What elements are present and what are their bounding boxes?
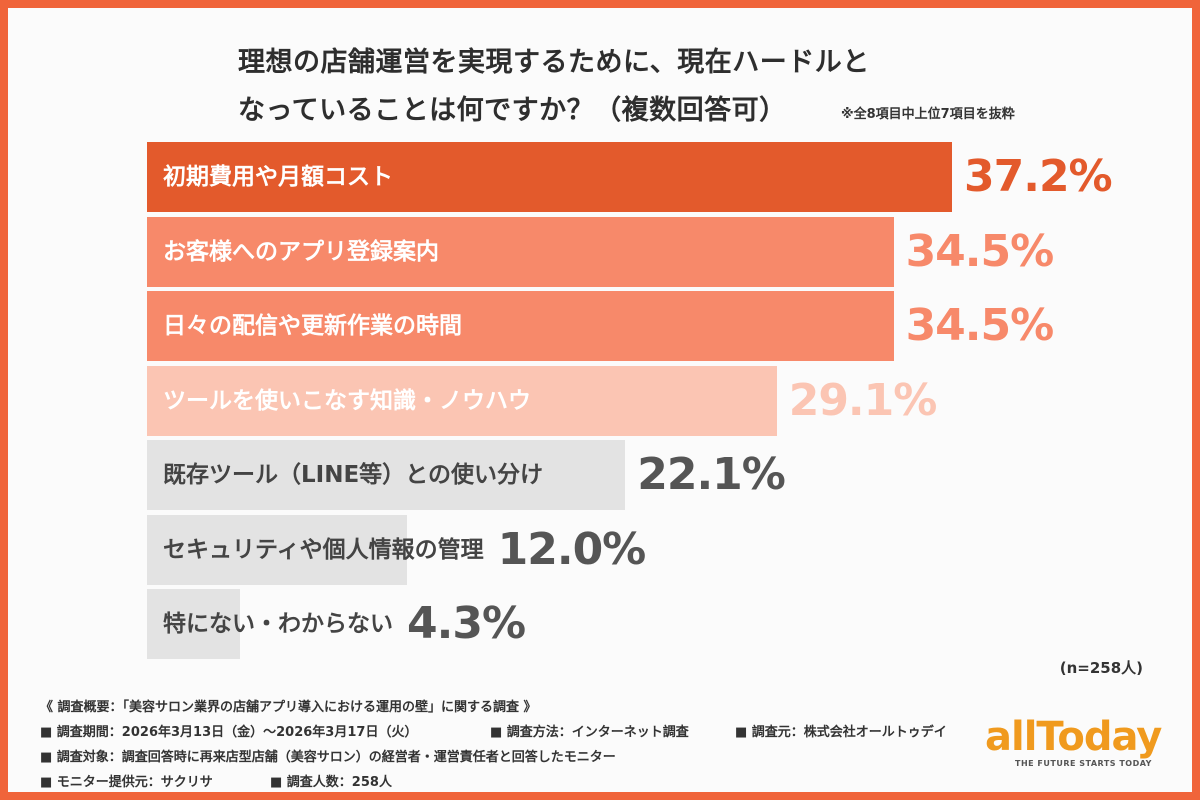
bar [147, 291, 894, 361]
bar-value-label: 29.1% [788, 374, 938, 426]
bar [147, 589, 241, 659]
bar-value-label: 34.5% [905, 300, 1055, 351]
logo-wordmark: allToday [985, 714, 1162, 760]
bar-label: ツールを使いこなす知識・ノウハウ [163, 387, 531, 414]
bar-value-label: 12.0% [497, 523, 647, 575]
note: ※全8項目中上位7項目を抜粋 [841, 107, 1015, 122]
survey-source: ■ 調査元：株式会社オールトゥデイ [735, 725, 947, 740]
bar [147, 216, 894, 287]
bar-label: セキュリティや個人情報の管理 [163, 536, 484, 563]
survey-count: ■ 調査人数：258人 [270, 775, 392, 790]
chart-title-line1: 理想の店舗運営を実現するために、現在ハードルと [238, 47, 870, 78]
monitor-provider: ■ モニター提供元：サクリサ [40, 775, 213, 790]
survey-period: ■ 調査期間：2026年3月13日（金）〜2026年3月17日（火） [40, 725, 418, 740]
bar-label: 初期費用や月額コスト [163, 164, 393, 190]
bar-label: 既存ツール（LINE等）との使い分け [163, 462, 543, 488]
chart-title-line2: なっていることは何ですか？（複数回答可） [238, 95, 787, 126]
bar [147, 142, 952, 212]
bar-label: お客様へのアプリ登録案内 [163, 238, 439, 265]
bar [147, 514, 407, 585]
bar-value-label: 37.2% [964, 151, 1113, 202]
survey-target: ■ 調査対象：調査回答時に再来店型店舗（美容サロン）の経営者・運営責任者と回答し… [40, 750, 616, 765]
bar-value-label: 34.5% [905, 225, 1055, 277]
survey-title: 《 調査概要：「美容サロン業界の店舗アプリ導入における運用の壁」に関する調査 》 [40, 700, 537, 715]
bar-value-label: 4.3% [407, 598, 526, 649]
bar [147, 365, 777, 436]
bar-label: 日々の配信や更新作業の時間 [163, 313, 462, 339]
sample-size-label: (n=258人) [1059, 659, 1143, 677]
alltoday-logo: allToday THE FUTURE STARTS TODAY [985, 715, 1185, 775]
bar-label: 特にない・わからない [163, 611, 393, 637]
logo-tagline: THE FUTURE STARTS TODAY [1015, 759, 1152, 768]
bar [147, 440, 626, 510]
survey-method: ■ 調査方法：インターネット調査 [490, 725, 689, 740]
bar-value-label: 22.1% [637, 449, 786, 500]
